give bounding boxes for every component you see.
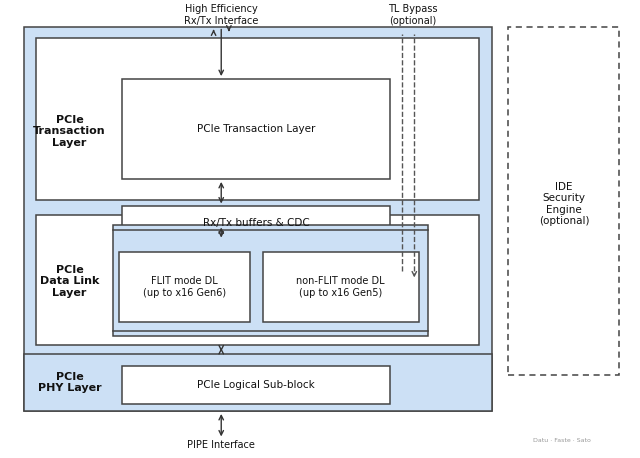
Bar: [113, 224, 428, 336]
Text: PCIe
Transaction
Layer: PCIe Transaction Layer: [33, 114, 106, 148]
Text: Rx/Tx buffers & CDC: Rx/Tx buffers & CDC: [203, 218, 310, 228]
Text: IDE
Security
Engine
(optional): IDE Security Engine (optional): [539, 182, 589, 227]
Text: PCIe Transaction Layer: PCIe Transaction Layer: [197, 124, 316, 134]
Text: PCIe
PHY Layer: PCIe PHY Layer: [38, 371, 101, 393]
Text: PCIe
Data Link
Layer: PCIe Data Link Layer: [40, 265, 99, 298]
Text: non-FLIT mode DL
(up to x16 Gen5): non-FLIT mode DL (up to x16 Gen5): [296, 276, 385, 298]
Bar: [119, 252, 250, 322]
Text: TL Bypass
(optional): TL Bypass (optional): [388, 5, 437, 26]
Bar: [122, 365, 390, 404]
Text: High Efficiency
Rx/Tx Interface: High Efficiency Rx/Tx Interface: [184, 5, 259, 26]
Bar: [508, 27, 620, 375]
Bar: [122, 207, 390, 240]
Text: Datu · Faste · Sato: Datu · Faste · Sato: [533, 438, 591, 443]
Text: PIPE Interface: PIPE Interface: [188, 440, 255, 450]
Bar: [36, 38, 479, 200]
Bar: [36, 215, 479, 345]
Bar: [262, 252, 419, 322]
Text: PCIe Logical Sub-block: PCIe Logical Sub-block: [197, 380, 315, 390]
Bar: [24, 354, 492, 411]
Text: FLIT mode DL
(up to x16 Gen6): FLIT mode DL (up to x16 Gen6): [143, 276, 226, 298]
Bar: [24, 27, 492, 411]
Bar: [122, 79, 390, 179]
